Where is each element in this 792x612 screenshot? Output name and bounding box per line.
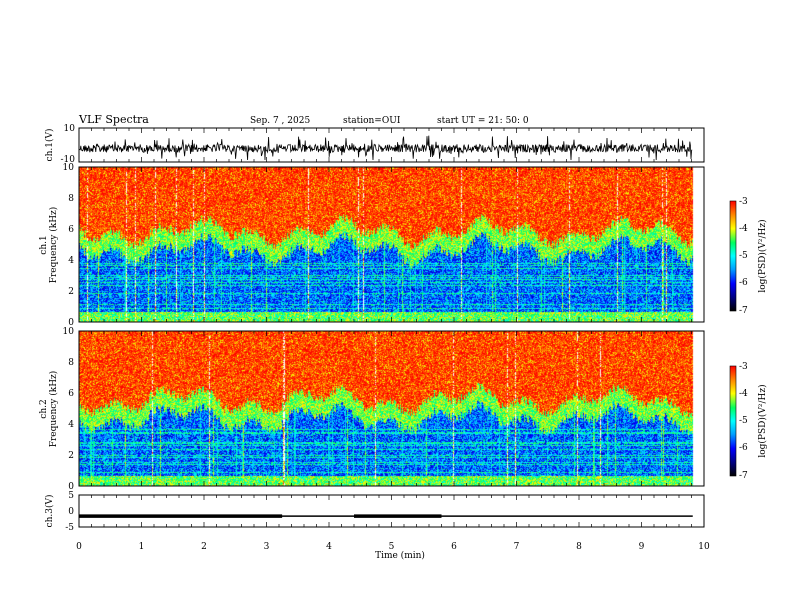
x-ticklabel: 1	[139, 542, 145, 552]
ch2-freq-ticklabels: 0 2 4 6 8 10	[63, 327, 75, 492]
ch1-ytick-10: 10	[63, 163, 75, 173]
ch1-freq-ticklabels: 0 2 4 6 8 10	[63, 163, 75, 328]
ch3-ytick-mid: 0	[68, 507, 74, 517]
ch1-waveform-panel: 10 -10 ch.1(V)	[44, 124, 705, 165]
ch2-spectrogram-frame	[78, 330, 705, 487]
ch3-signal-ylabel: ch.3(V)	[44, 495, 55, 528]
ch2-cb-tick-m7: -7	[739, 471, 748, 481]
ch2-cb-tick-m3: -3	[739, 362, 748, 372]
ch2-ytick-8: 8	[68, 358, 74, 368]
ch2-spec-ylabel-channel: ch.2	[39, 399, 49, 418]
ch1-cb-tick-m6: -6	[739, 278, 748, 288]
ch1-cb-tick-m7: -7	[739, 306, 748, 316]
ch1-spec-ylabel-channel: ch.1	[39, 235, 49, 254]
x-ticklabel: 7	[514, 542, 520, 552]
x-ticklabel: 4	[326, 542, 332, 552]
ch1-spec-ylabel-freq: Frequency (kHz)	[48, 207, 59, 284]
ch2-cb-tick-m6: -6	[739, 443, 748, 453]
x-axis-label: Time (min)	[375, 550, 425, 561]
ch2-colorbar: -3 -4 -5 -6 -7 log(PSD)(V²/Hz)	[729, 362, 768, 481]
ch1-waveform-ylabel: ch.1(V)	[44, 129, 55, 162]
x-ticklabel: 2	[201, 542, 207, 552]
station-label: station=OUI	[343, 116, 401, 126]
x-ticklabel: 5	[389, 542, 395, 552]
ch1-colorbar: -3 -4 -5 -6 -7 log(PSD)(V²/Hz)	[729, 197, 768, 316]
ch2-spectrogram-panel: 0 2 4 6 8 10 ch.2 Frequency (kHz)	[39, 327, 705, 492]
start-time-label: start UT = 21: 50: 0	[437, 116, 529, 126]
ch2-colorbar-label: log(PSD)(V²/Hz)	[757, 384, 768, 457]
ch1-cb-tick-m4: -4	[739, 224, 748, 234]
ch2-spec-ylabel-freq: Frequency (kHz)	[48, 371, 59, 448]
ch1-ytick-8: 8	[68, 194, 74, 204]
ch1-waveform-frame	[78, 127, 705, 163]
x-ticklabel: 6	[451, 542, 457, 552]
ch2-ytick-4: 4	[68, 420, 74, 430]
ch1-spectrogram-panel: 0 2 4 6 8 10 ch.1 Frequency (kHz)	[39, 163, 705, 328]
ch1-colorbar-bar	[729, 200, 737, 312]
ch1-colorbar-label: log(PSD)(V²/Hz)	[757, 219, 768, 292]
ch2-ytick-6: 6	[68, 389, 74, 399]
ch1-ytick-top: 10	[64, 124, 76, 134]
ch2-cb-tick-m5: -5	[739, 416, 748, 426]
ch3-signal-frame	[78, 494, 705, 528]
chart-title: VLF Spectra	[78, 113, 149, 126]
ch1-waveform-trace	[78, 135, 693, 161]
ch2-spectrogram-image	[79, 331, 704, 486]
ch2-ytick-10: 10	[63, 327, 75, 337]
ch1-spectrogram-frame	[78, 166, 705, 323]
x-ticklabel: 0	[76, 542, 82, 552]
ch1-ytick-6: 6	[68, 225, 74, 235]
ch1-ytick-bottom: -10	[61, 155, 76, 165]
ch1-cb-tick-m5: -5	[739, 251, 748, 261]
ch2-ytick-0: 0	[68, 482, 74, 492]
x-ticklabel: 8	[576, 542, 582, 552]
ch3-signal-panel: 5 0 -5 ch.3(V)	[44, 491, 705, 533]
ch2-cb-tick-m4: -4	[739, 389, 748, 399]
x-ticklabel: 9	[639, 542, 645, 552]
x-axis-ticklabels: 0 1 2 3 4 5 6 7 8 9 10	[76, 542, 710, 552]
ch1-ytick-2: 2	[68, 287, 74, 297]
date-label: Sep. 7 , 2025	[250, 116, 310, 126]
ch3-ytick-top: 5	[68, 491, 74, 501]
x-ticklabel: 3	[264, 542, 270, 552]
ch1-ytick-0: 0	[68, 318, 74, 328]
ch1-spectrogram-image	[79, 167, 704, 322]
ch1-cb-tick-m3: -3	[739, 197, 748, 207]
ch3-ytick-bottom: -5	[65, 523, 74, 533]
ch2-colorbar-bar	[729, 365, 737, 477]
ch1-ytick-4: 4	[68, 256, 74, 266]
ch2-ytick-2: 2	[68, 451, 74, 461]
x-ticklabel: 10	[698, 542, 710, 552]
